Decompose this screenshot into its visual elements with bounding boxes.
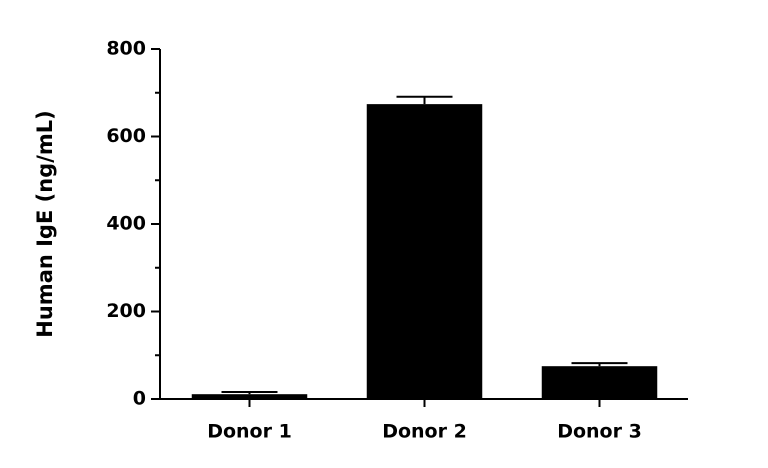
y-tick-label: 800 (106, 38, 146, 60)
bar (191, 394, 308, 399)
y-tick-label: 200 (106, 300, 146, 322)
x-tick-label: Donor 1 (207, 421, 292, 443)
y-tick-label: 400 (106, 213, 146, 235)
y-tick-label: 600 (106, 125, 146, 147)
bar (541, 366, 658, 399)
x-tick-label: Donor 2 (382, 421, 467, 443)
y-tick-label: 0 (133, 388, 146, 410)
x-tick-label: Donor 3 (557, 421, 642, 443)
y-axis-label: Human IgE (ng/mL) (33, 110, 57, 337)
bar (366, 104, 483, 399)
